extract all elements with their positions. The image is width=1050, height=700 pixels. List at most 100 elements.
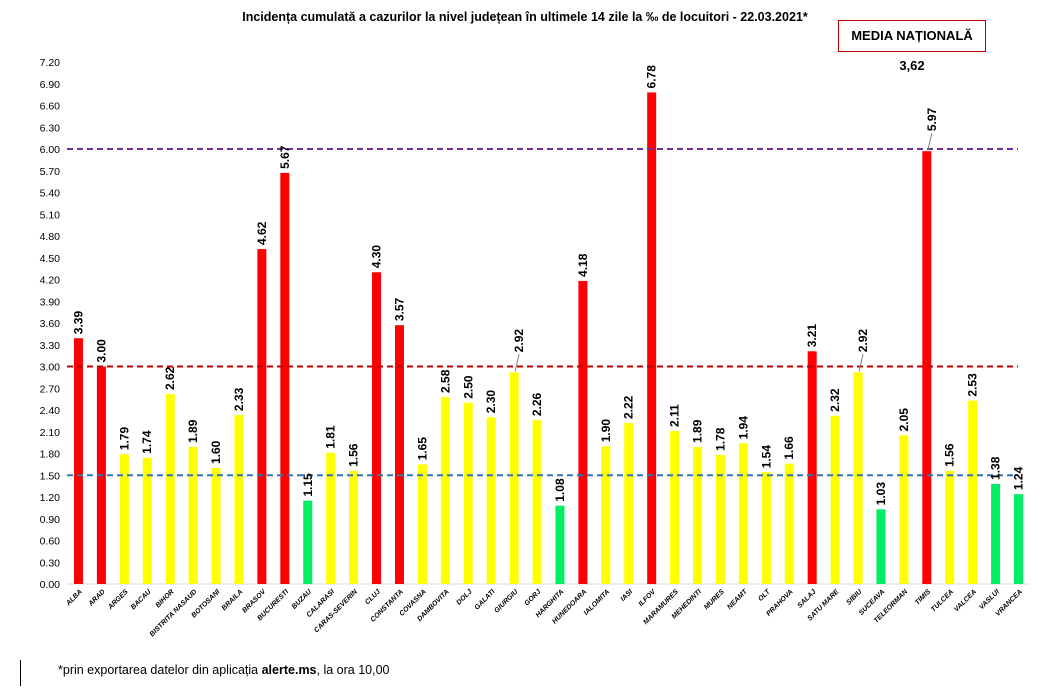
bar-bucuresti: [280, 172, 290, 585]
bar-maramures: [670, 431, 680, 584]
data-label: 4.62: [255, 221, 269, 245]
y-tick-label: 6.00: [40, 144, 61, 156]
data-label: 2.22: [622, 395, 636, 419]
data-label: 1.65: [415, 437, 429, 461]
y-tick-label: 0.30: [40, 557, 61, 569]
data-label: 1.81: [324, 425, 338, 449]
bar-botosani: [211, 468, 221, 584]
category-label: CARAS-SEVERIN: [313, 588, 360, 635]
y-tick-label: 5.40: [40, 188, 61, 200]
data-label: 1.03: [874, 482, 888, 506]
data-label: 2.26: [530, 392, 544, 416]
y-tick-label: 3.90: [40, 296, 61, 308]
bar-neamt: [738, 443, 748, 584]
bar-giurgiu: [509, 372, 519, 584]
bar-valcea: [968, 400, 978, 584]
bar-ialomita: [601, 446, 611, 584]
reference-lines: [67, 148, 1018, 477]
data-label: 1.89: [691, 419, 705, 443]
category-label: ARAD: [87, 588, 107, 608]
data-label: 1.24: [1012, 466, 1026, 490]
national-average-badge: MEDIA NAȚIONALĂ 3,62: [838, 20, 986, 73]
chart-title: Incidența cumulată a cazurilor la nivel …: [242, 10, 808, 24]
bars: [73, 92, 1024, 585]
data-label: 4.18: [576, 253, 590, 277]
y-tick-label: 2.70: [40, 383, 61, 395]
bar-brasov: [257, 249, 267, 585]
data-label: 2.11: [668, 404, 682, 427]
callout-leader: [514, 354, 520, 372]
y-tick-label: 0.90: [40, 514, 61, 526]
data-label: 3.57: [392, 297, 406, 321]
data-label: 3.00: [94, 339, 108, 363]
y-tick-label: 2.40: [40, 405, 61, 417]
bar-prahova: [784, 463, 794, 584]
footnote-divider: [20, 660, 21, 686]
data-label: 5.97: [925, 107, 939, 131]
bar-timis: [922, 151, 932, 585]
y-tick-label: 0.00: [40, 579, 61, 591]
category-label: NEAMT: [726, 588, 749, 611]
category-label: TIMIS: [914, 588, 932, 606]
y-tick-label: 5.70: [40, 166, 61, 178]
category-label: DOLJ: [456, 588, 475, 607]
data-label: 2.53: [966, 373, 980, 397]
y-tick-label: 1.50: [40, 470, 61, 482]
bar-buzau: [303, 500, 313, 584]
category-label: TULCEA: [930, 588, 955, 613]
bar-iasi: [624, 423, 634, 584]
bar-braila: [234, 415, 244, 584]
y-tick-label: 6.60: [40, 101, 61, 113]
y-tick-label: 6.30: [40, 122, 61, 134]
data-label: 1.94: [736, 416, 750, 440]
category-label: VALCEA: [953, 588, 978, 613]
data-label: 2.50: [461, 375, 475, 399]
bar-salaj: [807, 351, 817, 584]
data-label: 2.92: [856, 329, 870, 353]
data-label: 3.39: [71, 311, 85, 335]
category-label: GIURGIU: [493, 588, 520, 615]
bar-bistrita-nasaud: [188, 446, 198, 584]
category-label: GORJ: [523, 588, 543, 608]
bar-gorj: [532, 420, 542, 584]
category-label: BUZAU: [291, 588, 314, 611]
y-tick-label: 6.90: [40, 79, 61, 91]
bar-caras-severin: [349, 470, 359, 584]
bar-hunedoara: [578, 280, 588, 584]
y-tick-label: 4.80: [40, 231, 61, 243]
y-axis: 0.00 0.30 0.60 0.90 1.20 1.50 1.80 2.10 2.40 2.70…: [40, 57, 1030, 591]
bar-bihor: [165, 394, 175, 584]
data-label: 1.60: [209, 440, 223, 464]
y-tick-label: 1.80: [40, 449, 61, 461]
bar-dambovita: [440, 396, 450, 584]
bar-vrancea: [1014, 494, 1024, 584]
data-label: 2.33: [232, 387, 246, 411]
bar-sibiu: [853, 372, 863, 584]
data-label: 1.90: [599, 419, 613, 443]
data-label: 1.56: [943, 443, 957, 467]
bar-vaslui: [991, 483, 1001, 584]
bar-suceava: [876, 509, 886, 584]
callout-leader: [858, 354, 864, 372]
bar-harghita: [555, 505, 565, 584]
data-label: 1.38: [989, 456, 1003, 480]
bar-dolj: [463, 402, 473, 584]
bar-mehedinti: [693, 446, 703, 584]
category-label: IASI: [620, 588, 635, 603]
category-label: BACAU: [130, 588, 153, 611]
y-tick-label: 3.30: [40, 340, 61, 352]
category-label: SALAJ: [796, 588, 818, 610]
callout-leader: [927, 133, 933, 151]
y-tick-label: 2.10: [40, 427, 61, 439]
y-tick-label: 1.20: [40, 492, 61, 504]
category-label: CLUJ: [364, 588, 383, 607]
data-label: 2.92: [512, 329, 526, 353]
bar-galati: [486, 417, 496, 584]
footnote-prefix: *prin exportarea datelor din aplicația: [58, 663, 262, 677]
data-label: 2.05: [897, 408, 911, 432]
category-label: MURES: [703, 588, 726, 611]
data-label: 1.56: [347, 443, 361, 467]
bar-olt: [761, 472, 771, 584]
bar-teleorman: [899, 435, 909, 584]
